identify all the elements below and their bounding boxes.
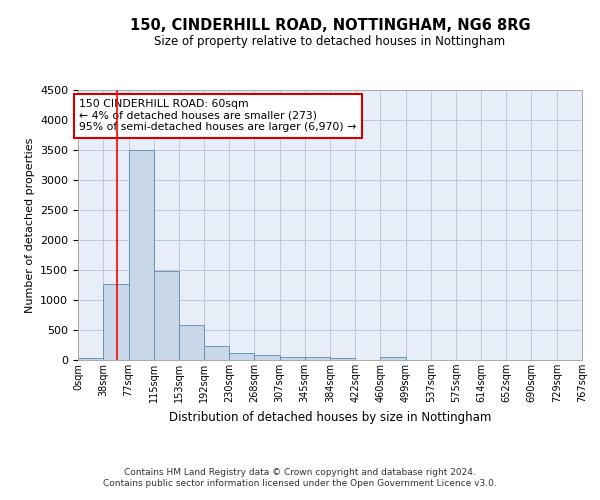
Bar xyxy=(204,346,229,360)
Text: 150, CINDERHILL ROAD, NOTTINGHAM, NG6 8RG: 150, CINDERHILL ROAD, NOTTINGHAM, NG6 8R… xyxy=(130,18,530,32)
Y-axis label: Number of detached properties: Number of detached properties xyxy=(25,138,35,312)
Bar xyxy=(78,358,103,360)
Bar xyxy=(103,284,128,360)
Bar xyxy=(254,355,280,360)
Bar xyxy=(229,353,254,360)
Text: 150 CINDERHILL ROAD: 60sqm
← 4% of detached houses are smaller (273)
95% of semi: 150 CINDERHILL ROAD: 60sqm ← 4% of detac… xyxy=(79,99,356,132)
X-axis label: Distribution of detached houses by size in Nottingham: Distribution of detached houses by size … xyxy=(169,410,491,424)
Bar xyxy=(154,271,179,360)
Text: Contains HM Land Registry data © Crown copyright and database right 2024.
Contai: Contains HM Land Registry data © Crown c… xyxy=(103,468,497,487)
Bar xyxy=(305,358,331,360)
Bar xyxy=(331,358,355,360)
Bar xyxy=(280,358,305,360)
Text: Size of property relative to detached houses in Nottingham: Size of property relative to detached ho… xyxy=(154,35,506,48)
Bar xyxy=(380,358,406,360)
Bar xyxy=(179,325,204,360)
Bar xyxy=(128,150,154,360)
